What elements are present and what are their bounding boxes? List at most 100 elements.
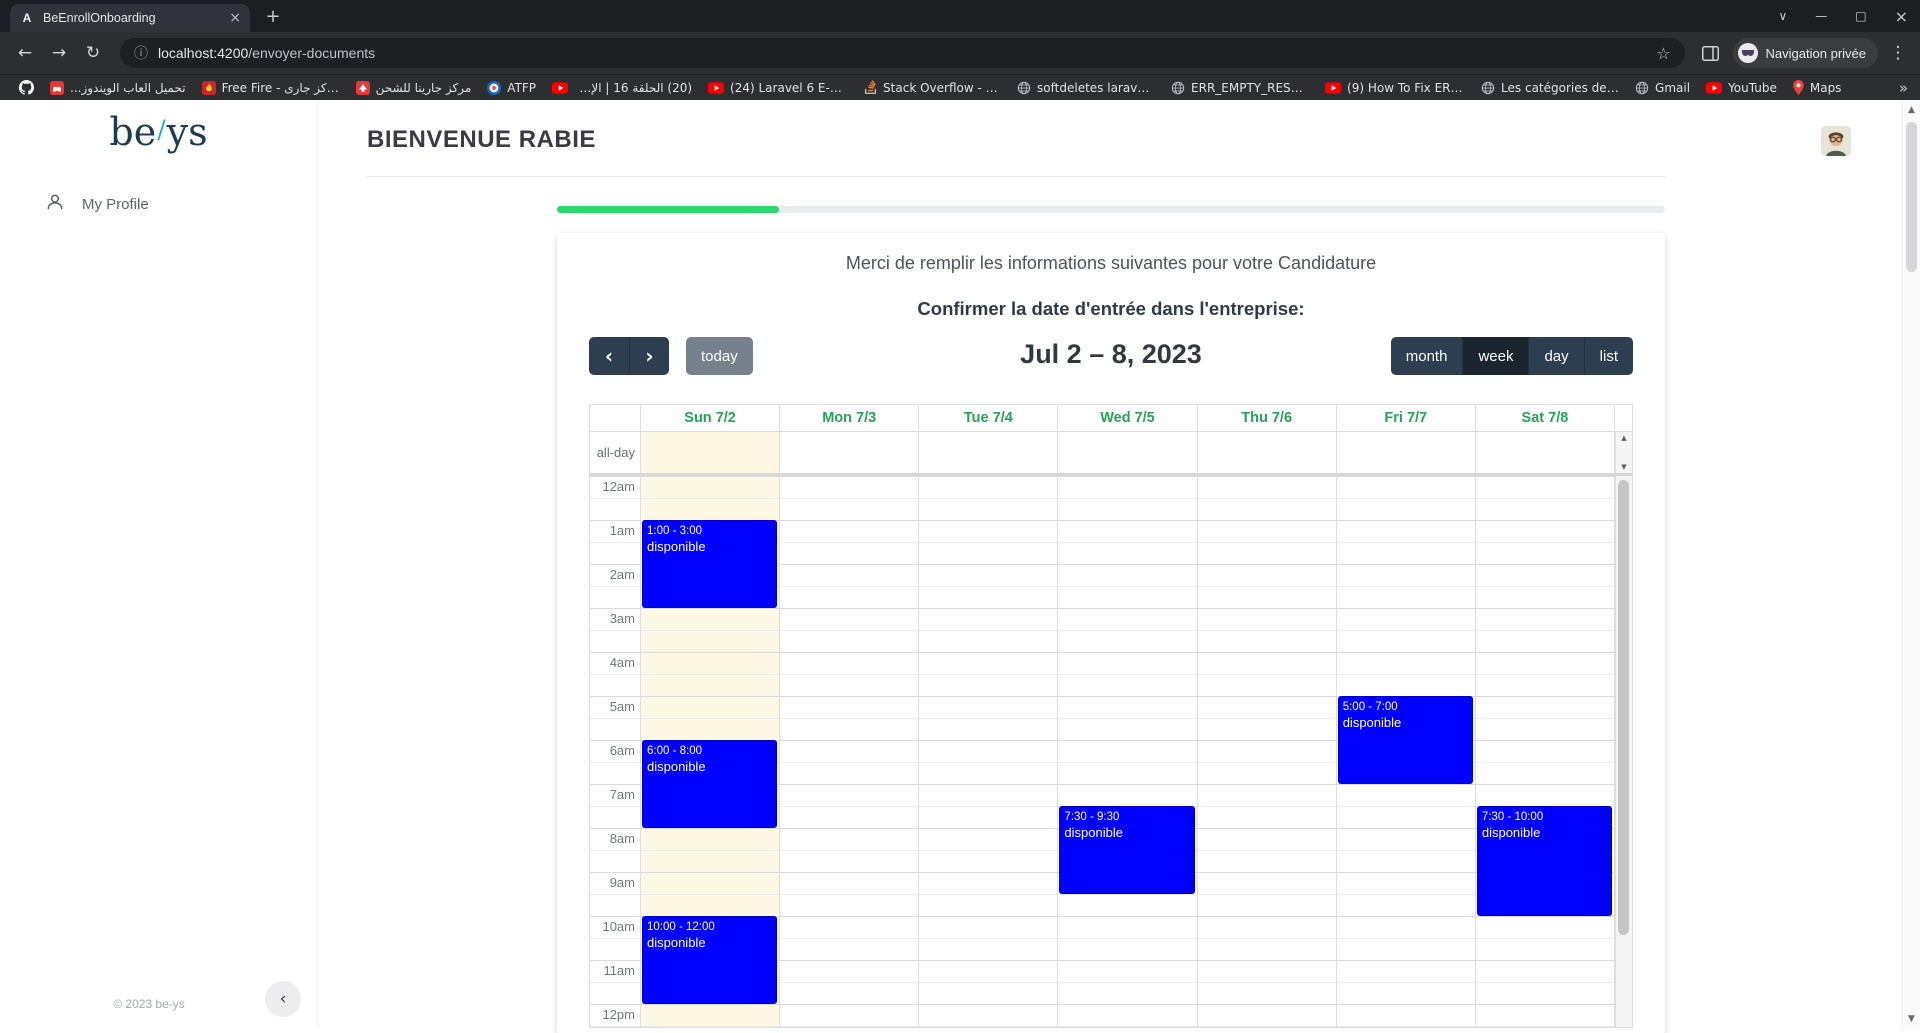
scroll-up-icon[interactable]: ▲: [1621, 434, 1627, 442]
view-button-list[interactable]: list: [1583, 337, 1633, 375]
maps-icon: [1793, 80, 1804, 95]
youtube-icon: [1325, 81, 1342, 94]
private-browsing-badge: Navigation privée: [1732, 38, 1878, 68]
day-column[interactable]: 7:30 - 10:00 disponible: [1475, 476, 1615, 1027]
copyright-text: © 2023 be-ys: [113, 997, 185, 1011]
day-column[interactable]: [780, 476, 920, 1027]
today-button[interactable]: today: [686, 337, 753, 375]
bookmark-item[interactable]: Gmail: [1628, 79, 1697, 97]
time-grid-scrollbar[interactable]: [1614, 476, 1632, 1027]
all-day-cell[interactable]: [1337, 432, 1476, 473]
all-day-cell[interactable]: [1476, 432, 1615, 473]
forward-button[interactable]: →: [51, 43, 67, 63]
bookmarks-overflow-icon[interactable]: »: [1898, 78, 1908, 97]
bookmark-item[interactable]: تحميل العاب الويندوز...: [43, 79, 193, 97]
day-header: Sun 7/2: [641, 405, 781, 431]
all-day-cell[interactable]: [780, 432, 920, 473]
calendar-event[interactable]: 1:00 - 3:00 disponible: [642, 520, 778, 608]
view-button-week[interactable]: week: [1462, 337, 1529, 375]
sidebar-collapse-button[interactable]: ‹: [265, 981, 301, 1017]
bookmark-item[interactable]: (24) Laravel 6 E-Co...: [701, 79, 855, 97]
hour-label: 5am: [609, 699, 635, 714]
page-scroll-up-icon[interactable]: ▲: [1908, 105, 1915, 115]
bookmark-item[interactable]: Maps: [1786, 78, 1849, 97]
bookmark-item[interactable]: مركز جارينا للشحن: [349, 79, 479, 97]
game-icon: [50, 80, 64, 95]
calendar-event[interactable]: 7:30 - 10:00 disponible: [1476, 806, 1612, 916]
page-scrollbar-thumb[interactable]: [1906, 122, 1917, 272]
hour-label: 10am: [602, 919, 635, 934]
close-window-button[interactable]: ×: [1894, 6, 1908, 26]
calendar-event[interactable]: 6:00 - 8:00 disponible: [642, 740, 778, 828]
bookmark-item[interactable]: Free Fire - مركز جارى...: [195, 79, 347, 97]
bookmark-item[interactable]: Les catégories de cl...: [1474, 79, 1626, 97]
day-column[interactable]: [919, 476, 1059, 1027]
all-day-cell[interactable]: [919, 432, 1059, 473]
tab-close-icon[interactable]: ×: [229, 10, 241, 26]
event-time: 1:00 - 3:00: [647, 525, 702, 537]
youtube-icon: [1706, 81, 1723, 94]
all-day-cell[interactable]: [1058, 432, 1198, 473]
bookmark-item[interactable]: ATFP: [480, 79, 543, 97]
page-title: BIENVENUE RABIE: [367, 126, 596, 153]
fire-icon: [201, 80, 216, 95]
bookmark-star-icon[interactable]: ☆: [1656, 43, 1671, 63]
bookmark-item[interactable]: YouTube: [1699, 79, 1784, 97]
bookmark-item[interactable]: (9) How To Fix ERR_...: [1318, 79, 1472, 97]
reload-button[interactable]: ↻: [85, 43, 101, 63]
confirm-date-label: Confirmer la date d'entrée dans l'entrep…: [917, 298, 1305, 319]
calendar-event[interactable]: 10:00 - 12:00 disponible: [642, 916, 778, 1004]
bookmark-item[interactable]: Stack Overflow - W...: [857, 78, 1008, 97]
browser-titlebar: A BeEnrollOnboarding × + ∨ — □ ×: [0, 0, 1920, 32]
maximize-button[interactable]: □: [1855, 9, 1867, 23]
tab-search-caret-icon[interactable]: ∨: [1778, 9, 1788, 23]
next-button[interactable]: ›: [629, 337, 669, 375]
event-title: disponible: [1481, 825, 1541, 841]
person-icon: [45, 192, 65, 217]
day-column[interactable]: 7:30 - 9:30 disponible: [1058, 476, 1198, 1027]
side-panel-icon[interactable]: [1695, 37, 1727, 69]
prev-button[interactable]: ‹: [589, 337, 629, 375]
avatar[interactable]: [1821, 126, 1851, 156]
sidebar-item-my-profile[interactable]: My Profile: [45, 192, 149, 217]
day-column[interactable]: 5:00 - 7:00 disponible: [1336, 476, 1476, 1027]
calendar-event[interactable]: 5:00 - 7:00 disponible: [1337, 696, 1473, 784]
site-info-icon[interactable]: ⓘ: [134, 46, 148, 62]
bookmark-item[interactable]: softdeletes laravel -...: [1010, 79, 1162, 97]
bookmark-label: تحميل العاب الويندوز...: [70, 80, 186, 95]
event-title: disponible: [1064, 825, 1123, 841]
window-controls: ∨ — □ ×: [1778, 0, 1908, 32]
event-time: 5:00 - 7:00: [1342, 701, 1398, 713]
browser-menu-icon[interactable]: ⋮: [1889, 43, 1907, 63]
globe-icon: [1635, 81, 1649, 95]
hour-label: 11am: [603, 963, 635, 978]
page-scroll-down-icon[interactable]: ▼: [1908, 1014, 1915, 1024]
view-button-day[interactable]: day: [1528, 337, 1584, 375]
minimize-button[interactable]: —: [1815, 9, 1828, 23]
back-button[interactable]: ←: [17, 43, 33, 63]
bookmark-item[interactable]: (20) الحلقة 16 | الإح...: [545, 79, 699, 97]
event-title: disponible: [647, 539, 706, 555]
address-bar[interactable]: ⓘ localhost:4200/envoyer-documents ☆: [120, 38, 1685, 68]
new-tab-button[interactable]: +: [265, 6, 281, 27]
page-scrollbar[interactable]: ▲ ▼: [1902, 100, 1920, 1029]
calendar-event[interactable]: 7:30 - 9:30 disponible: [1059, 806, 1195, 894]
all-day-cell[interactable]: [1198, 432, 1337, 473]
globe-icon: [1481, 81, 1495, 95]
all-day-cell[interactable]: [641, 432, 781, 473]
day-column[interactable]: [1197, 476, 1337, 1027]
all-day-scrollbar[interactable]: ▲ ▼: [1614, 432, 1632, 473]
browser-tab[interactable]: A BeEnrollOnboarding ×: [10, 4, 250, 32]
bookmark-item[interactable]: ERR_EMPTY_RESPO...: [1164, 79, 1316, 97]
sidebar-item-label: My Profile: [82, 196, 149, 213]
day-column[interactable]: 1:00 - 3:00 disponible 6:00 - 8:00 disponib…: [641, 476, 781, 1027]
hour-label: 2am: [609, 567, 635, 582]
day-header: Thu 7/6: [1197, 405, 1337, 431]
scrollbar-thumb[interactable]: [1617, 480, 1629, 935]
bookmark-item[interactable]: [12, 78, 41, 97]
time-grid: 12am 1am 2am 3am 4am 5am 6am 7am 8am 9am 10am 11am 1…: [590, 476, 1632, 1027]
event-time: 7:30 - 9:30: [1064, 811, 1120, 823]
event-title: disponible: [647, 759, 706, 775]
scroll-down-icon[interactable]: ▼: [1621, 463, 1627, 471]
view-button-month[interactable]: month: [1390, 337, 1463, 375]
